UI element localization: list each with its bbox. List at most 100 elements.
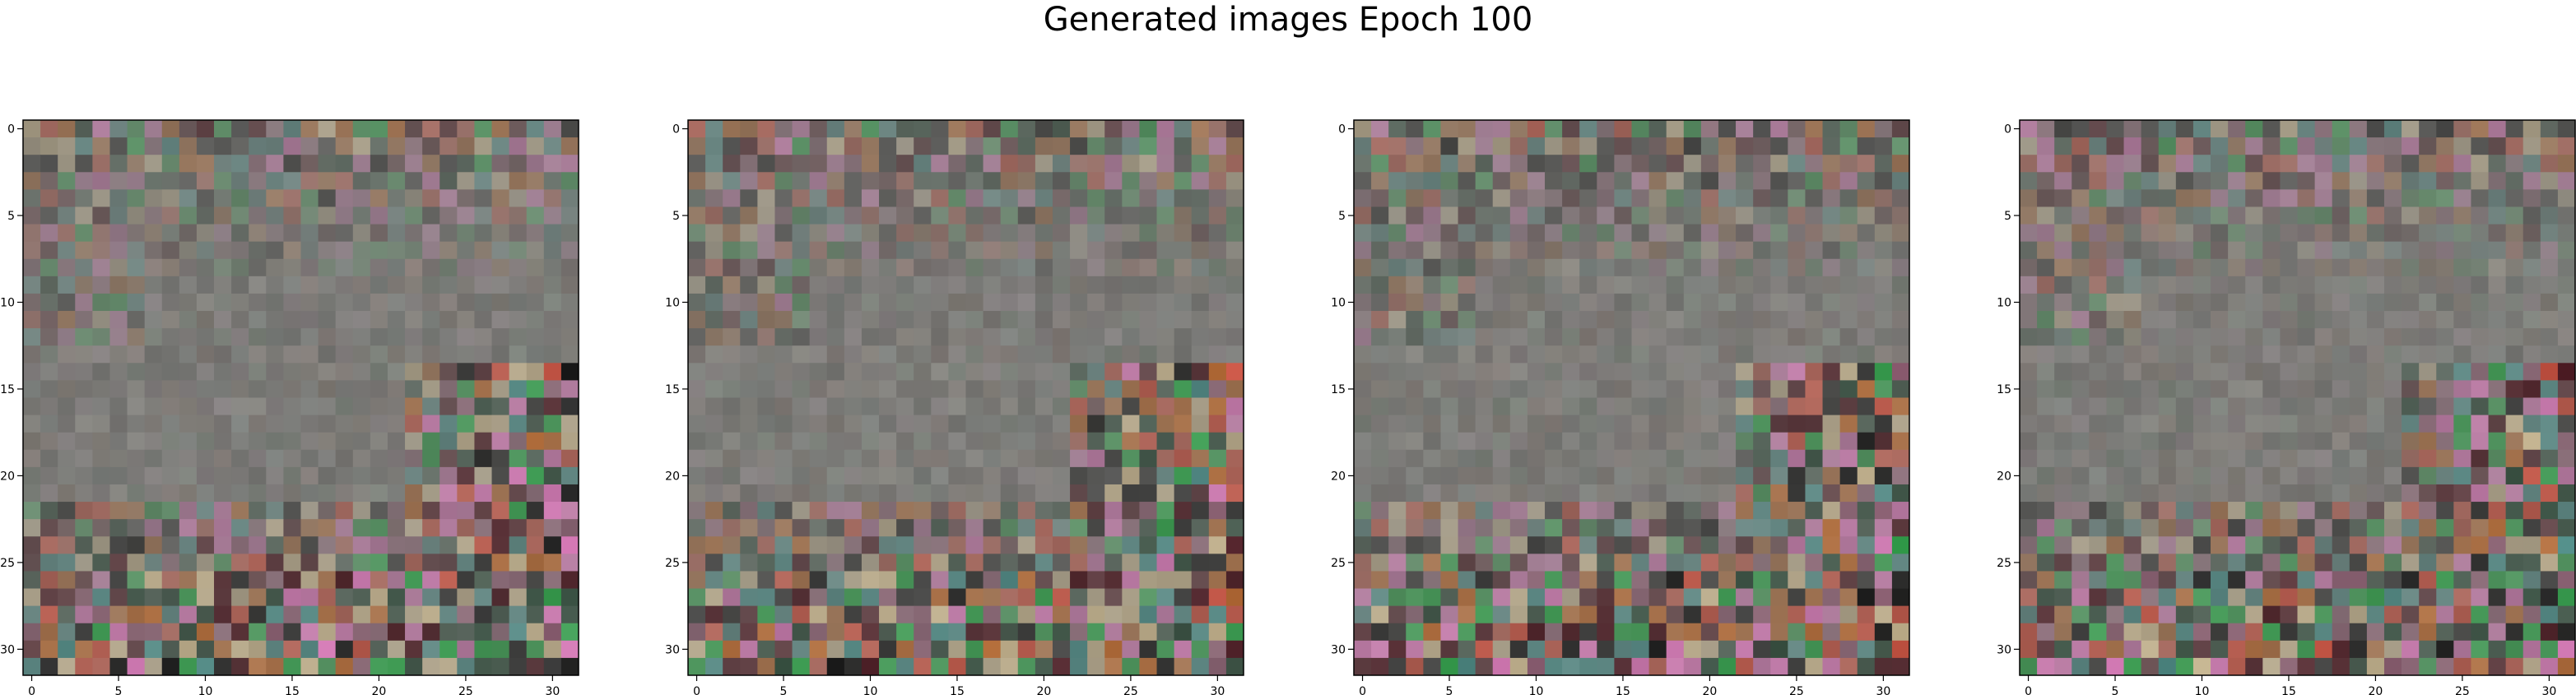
image-pixel	[231, 172, 249, 190]
image-pixel	[1406, 120, 1424, 138]
image-pixel	[1857, 172, 1876, 190]
image-pixel	[2106, 519, 2124, 537]
image-pixel	[2314, 571, 2333, 589]
image-pixel	[283, 415, 301, 433]
image-pixel	[809, 311, 828, 329]
image-pixel	[58, 276, 76, 294]
image-pixel	[1736, 137, 1754, 155]
image-pixel	[1423, 397, 1441, 415]
image-pixel	[231, 120, 249, 138]
image-pixel	[740, 449, 758, 468]
image-pixel	[352, 657, 371, 676]
image-pixel	[1579, 345, 1597, 364]
image-pixel	[1017, 397, 1036, 415]
image-pixel	[335, 258, 354, 277]
image-pixel	[723, 120, 741, 138]
image-pixel	[2089, 605, 2107, 624]
image-pixel	[560, 363, 579, 381]
image-pixel	[809, 657, 828, 676]
image-pixel	[196, 449, 215, 468]
image-pixel	[144, 657, 163, 676]
image-pixel	[40, 588, 58, 607]
image-pixel	[2280, 623, 2298, 642]
image-pixel	[1423, 328, 1441, 346]
image-pixel	[387, 363, 406, 381]
image-pixel	[1666, 432, 1685, 451]
image-pixel	[1891, 657, 1910, 676]
image-pixel	[1666, 206, 1685, 225]
image-pixel	[1354, 571, 1372, 589]
image-pixel	[40, 345, 58, 364]
image-pixel	[2020, 363, 2038, 381]
image-pixel	[2071, 363, 2090, 381]
image-pixel	[1440, 588, 1458, 607]
image-pixel	[144, 311, 163, 329]
image-pixel	[1052, 311, 1071, 329]
image-pixel	[2297, 363, 2315, 381]
image-pixel	[1388, 206, 1407, 225]
image-pixel	[439, 449, 458, 468]
image-pixel	[1035, 224, 1053, 243]
image-pixel	[879, 328, 897, 346]
image-pixel	[1509, 432, 1528, 451]
image-pixel	[774, 258, 793, 277]
image-pixel	[2505, 276, 2524, 294]
image-pixel	[2471, 449, 2489, 468]
image-pixel	[1891, 189, 1910, 207]
image-pixel	[40, 380, 58, 398]
image-pixel	[1822, 241, 1841, 260]
image-pixel	[474, 206, 492, 225]
image-pixel	[2211, 172, 2229, 190]
image-pixel	[1122, 502, 1140, 520]
image-pixel	[1648, 172, 1667, 190]
image-pixel	[2211, 571, 2229, 589]
image-pixel	[1156, 605, 1175, 624]
image-pixel	[1388, 120, 1407, 138]
image-pixel	[2402, 120, 2420, 138]
image-pixel	[965, 449, 983, 468]
image-pixel	[2488, 449, 2507, 468]
image-pixel	[1874, 120, 1893, 138]
x-tick-label: 20	[1703, 685, 1718, 695]
image-pixel	[300, 502, 319, 520]
image-pixel	[457, 189, 475, 207]
image-pixel	[2089, 311, 2107, 329]
image-pixel	[1562, 571, 1580, 589]
image-pixel	[1156, 432, 1175, 451]
image-pixel	[1805, 172, 1823, 190]
image-pixel	[1458, 328, 1476, 346]
image-pixel	[1579, 605, 1597, 624]
image-pixel	[2245, 120, 2263, 138]
image-pixel	[1371, 345, 1389, 364]
image-pixel	[1545, 363, 1563, 381]
image-pixel	[2505, 137, 2524, 155]
image-pixel	[75, 519, 93, 537]
image-pixel	[1822, 588, 1841, 607]
image-pixel	[387, 241, 406, 260]
image-pixel	[75, 554, 93, 572]
image-pixel	[2071, 554, 2090, 572]
image-pixel	[1770, 588, 1788, 607]
image-pixel	[826, 449, 845, 468]
image-pixel	[1736, 466, 1754, 485]
image-pixel	[179, 276, 198, 294]
image-pixel	[2228, 363, 2246, 381]
image-pixel	[1174, 258, 1193, 277]
image-pixel	[109, 311, 128, 329]
image-pixel	[491, 293, 510, 312]
image-pixel	[1035, 276, 1053, 294]
image-pixel	[2211, 519, 2229, 537]
image-pixel	[491, 605, 510, 624]
image-pixel	[1156, 380, 1175, 398]
image-pixel	[1000, 623, 1019, 642]
image-pixel	[2314, 311, 2333, 329]
image-pixel	[2106, 258, 2124, 277]
image-pixel	[144, 519, 163, 537]
image-pixel	[1839, 293, 1858, 312]
image-pixel	[196, 554, 215, 572]
image-pixel	[2071, 293, 2090, 312]
image-pixel	[1874, 502, 1893, 520]
image-pixel	[1562, 657, 1580, 676]
image-pixel	[127, 623, 146, 642]
image-pixel	[1718, 363, 1737, 381]
